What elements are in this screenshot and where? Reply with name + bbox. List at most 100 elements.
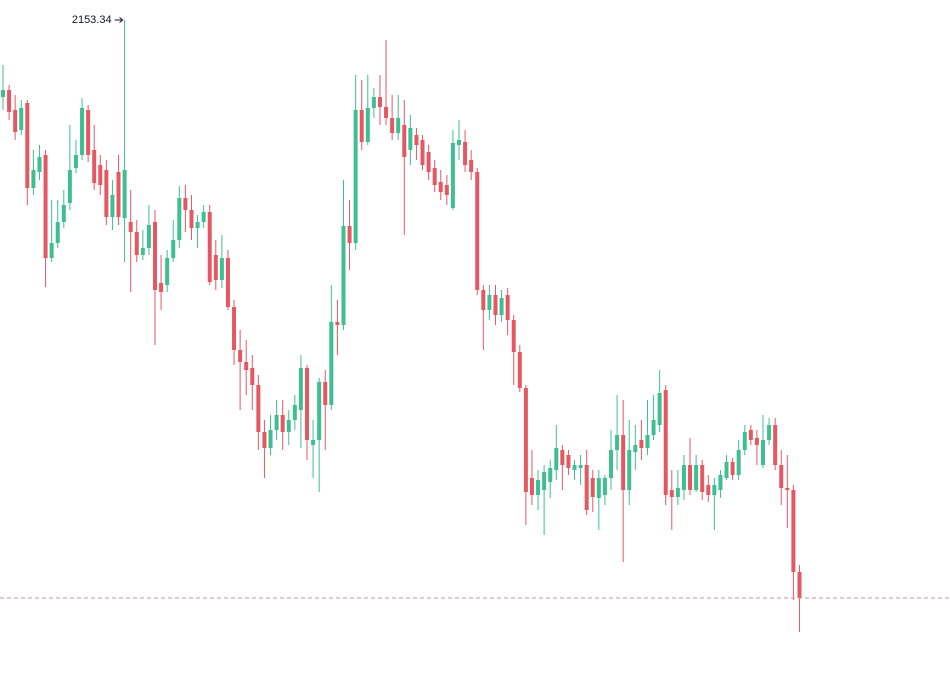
candle-body	[675, 488, 680, 497]
candle-body	[219, 258, 224, 280]
candle-body	[43, 155, 48, 258]
candle-body	[225, 258, 230, 307]
candle-body	[669, 490, 674, 497]
candle-body	[92, 150, 97, 183]
candle-body	[481, 290, 486, 310]
candle-body	[651, 420, 656, 435]
candle-body	[560, 450, 565, 465]
candle-body	[110, 195, 115, 217]
candle-body	[305, 368, 309, 440]
candle-body	[657, 393, 662, 425]
candle-body	[19, 108, 24, 130]
candle-body	[232, 307, 237, 350]
candle-body	[286, 420, 291, 432]
candle-body	[548, 468, 553, 482]
candle-body	[274, 415, 279, 430]
candle-body	[712, 485, 717, 495]
candle-body	[384, 107, 389, 118]
candle-body	[578, 465, 583, 468]
candle-body	[596, 478, 601, 498]
candle-body	[663, 390, 668, 495]
candle-body	[730, 462, 735, 475]
candle-body	[128, 222, 133, 232]
candle-body	[104, 170, 109, 217]
candle-body	[408, 128, 413, 150]
candle-body	[80, 108, 85, 155]
candle-body	[280, 415, 285, 432]
candle-body	[523, 388, 528, 492]
candle-body	[432, 168, 437, 185]
candle-body	[365, 108, 370, 142]
candle-body	[724, 462, 729, 478]
candle-body	[98, 165, 103, 185]
candle-body	[359, 110, 364, 142]
candle-body	[754, 438, 759, 445]
candle-body	[469, 160, 474, 172]
candle-body	[602, 478, 607, 495]
candle-body	[645, 435, 650, 448]
candle-body	[61, 205, 66, 222]
candle-body	[493, 295, 498, 315]
candle-body	[572, 465, 577, 470]
candle-body	[213, 255, 218, 280]
candle-body	[475, 172, 480, 290]
candle-body	[457, 140, 461, 145]
candle-body	[329, 322, 334, 405]
candle-body	[153, 222, 157, 290]
candle-body	[122, 170, 127, 218]
candle-body	[609, 450, 613, 478]
candle-body	[450, 143, 455, 208]
candle-body	[292, 405, 297, 420]
candle-body	[615, 435, 620, 450]
candle-body	[499, 298, 504, 315]
candle-body	[426, 152, 431, 172]
candle-body	[189, 210, 194, 228]
candle-body	[159, 283, 164, 292]
candle-body	[797, 572, 802, 598]
candle-body	[323, 382, 328, 405]
candle-body	[13, 110, 18, 132]
candle-body	[31, 170, 36, 188]
candle-body	[341, 226, 346, 325]
candle-body	[268, 430, 273, 448]
candle-body	[140, 248, 145, 255]
candle-body	[542, 472, 547, 490]
candle-body	[37, 157, 42, 172]
candle-body	[639, 440, 644, 448]
candle-body	[773, 425, 778, 465]
candle-body	[529, 478, 534, 495]
candle-body	[748, 430, 753, 440]
candle-body	[1, 90, 5, 97]
candle-body	[438, 182, 443, 192]
candle-body	[536, 480, 541, 495]
candle-body	[146, 225, 151, 248]
candle-body	[706, 485, 711, 495]
candle-body	[353, 110, 358, 243]
candle-body	[785, 488, 790, 490]
candle-body	[590, 478, 595, 497]
candle-body	[621, 435, 626, 490]
candle-body	[761, 440, 765, 465]
candle-body	[73, 155, 78, 168]
candle-body	[505, 295, 510, 320]
candle-body	[627, 450, 632, 490]
candle-body	[250, 368, 255, 385]
candle-body	[238, 350, 243, 362]
candle-body	[767, 425, 772, 440]
candle-body	[633, 445, 638, 452]
candle-body	[7, 90, 12, 112]
candle-body	[134, 232, 139, 255]
candle-body	[371, 97, 376, 108]
candle-body	[177, 198, 182, 240]
candle-body	[487, 295, 492, 310]
candle-body	[377, 97, 382, 107]
candle-body	[256, 385, 261, 432]
candles	[1, 20, 802, 632]
candle-body	[694, 465, 699, 490]
candle-body	[298, 368, 303, 410]
candle-body	[420, 140, 425, 165]
candle-body	[414, 135, 419, 145]
candle-body	[736, 450, 741, 475]
candle-body	[25, 103, 30, 188]
